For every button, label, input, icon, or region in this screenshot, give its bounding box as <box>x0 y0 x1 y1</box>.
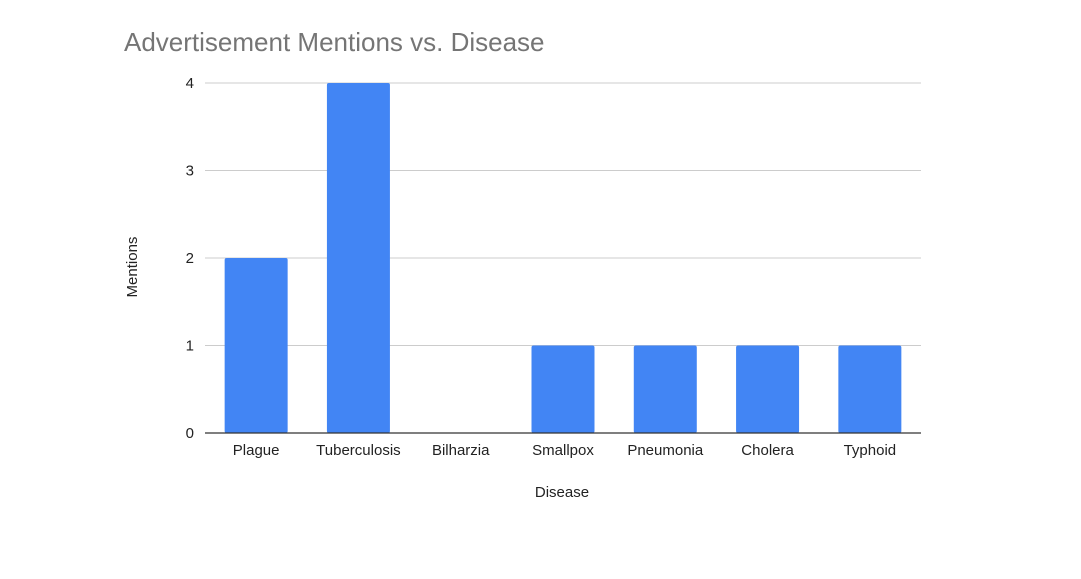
x-tick-label: Tuberculosis <box>316 442 400 459</box>
x-tick-label: Plague <box>233 442 280 459</box>
x-tick-label: Cholera <box>741 442 794 459</box>
bars <box>224 83 902 433</box>
bar-cholera <box>736 345 800 433</box>
chart-title: Advertisement Mentions vs. Disease <box>124 27 545 57</box>
x-tick-label: Bilharzia <box>432 442 490 459</box>
x-tick-label: Smallpox <box>532 442 594 459</box>
bar-pneumonia <box>633 345 697 433</box>
bar-tuberculosis <box>326 83 390 433</box>
x-tick-label: Typhoid <box>844 442 897 459</box>
y-tick-label: 3 <box>186 163 194 180</box>
x-tick-label: Pneumonia <box>627 442 704 459</box>
x-axis-ticks: Plague Tuberculosis Bilharzia Smallpox Pneum… <box>233 442 896 459</box>
y-axis-ticks: 0 1 2 3 4 <box>186 75 194 442</box>
bar-smallpox <box>531 345 595 433</box>
y-tick-label: 1 <box>186 338 194 355</box>
y-tick-label: 4 <box>186 75 194 92</box>
y-tick-label: 0 <box>186 425 194 442</box>
y-tick-label: 2 <box>186 250 194 267</box>
bar-plague <box>224 258 288 433</box>
bar-typhoid <box>838 345 902 433</box>
y-axis-title: Mentions <box>124 237 141 298</box>
gridlines <box>205 82 921 346</box>
x-axis-title: Disease <box>535 484 589 501</box>
